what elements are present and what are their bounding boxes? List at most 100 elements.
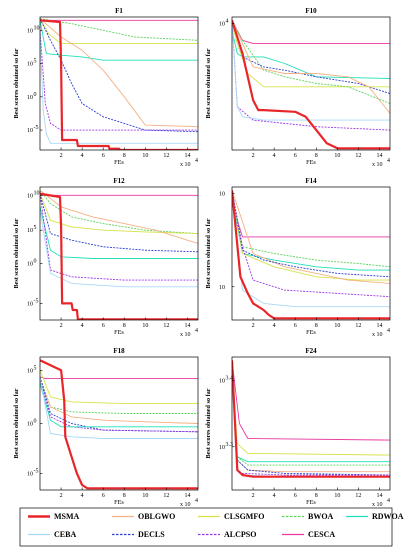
y-tick-label: 10 [27, 368, 33, 374]
x-tick-label: 2 [60, 153, 63, 159]
series-line-bwoa [232, 190, 390, 268]
y-axis-label: Best scores obtained so far [13, 388, 20, 458]
y-tick-label: 10 [27, 28, 33, 34]
x-tick-label: 10 [334, 153, 340, 159]
x-tick-label: 8 [315, 153, 318, 159]
legend-label: ALCPSO [224, 530, 256, 539]
legend-label: CEBA [54, 530, 76, 539]
x-tick-label: 10 [142, 153, 148, 159]
x-tick-label: 12 [163, 493, 169, 499]
x-tick-label: 14 [184, 153, 190, 159]
legend-label: CLSGMFO [224, 512, 264, 521]
x-tick-label: 6 [294, 153, 297, 159]
y-tick-label: 10 [219, 445, 225, 451]
x-multiplier: x 10 [372, 162, 383, 168]
series-line-alcpso [40, 193, 198, 281]
series-line-cesca [232, 203, 390, 238]
series-line-clsgmfo [40, 193, 198, 235]
x-tick-label: 10 [334, 493, 340, 499]
series-line-msma [40, 19, 198, 150]
y-tick-label: 10 [219, 378, 225, 384]
x-multiplier-exponent: 4 [195, 498, 198, 504]
y-tick-exponent: 3.4 [226, 375, 234, 381]
y-tick-label: 10 [27, 95, 33, 101]
y-tick-exponent: 0 [34, 92, 37, 98]
series-line-cesca [40, 376, 198, 380]
series-line-msma [232, 360, 390, 478]
x-axis-label: FEs [306, 499, 316, 506]
x-multiplier: x 10 [180, 502, 191, 508]
panel-title: F14 [305, 177, 317, 185]
x-tick-label: 14 [376, 493, 382, 499]
x-tick-label: 6 [102, 323, 105, 329]
x-tick-label: 14 [376, 323, 382, 329]
y-tick-exponent: -5 [34, 125, 39, 131]
legend-label: CESCA [308, 530, 335, 539]
x-tick-label: 8 [123, 153, 126, 159]
series-line-oblgwo [40, 189, 198, 244]
y-tick-exponent: -5 [34, 298, 39, 304]
series-line-rdwoa [232, 376, 390, 463]
x-tick-label: 4 [81, 493, 84, 499]
x-tick-label: 4 [273, 323, 276, 329]
series-line-rdwoa [40, 20, 198, 61]
y-tick-label: 10 [27, 301, 33, 307]
panel-title: F10 [305, 7, 317, 15]
legend-item-decls: DECLS [112, 530, 165, 539]
legend-box [19, 507, 393, 547]
y-axis-label: Best scores obtained so far [13, 48, 20, 118]
series-line-ceba [40, 33, 198, 144]
x-tick-label: 12 [355, 323, 361, 329]
series-line-msma [40, 192, 198, 320]
x-tick-label: 4 [273, 493, 276, 499]
legend-item-clsgmfo: CLSGMFO [198, 512, 264, 521]
x-tick-label: 4 [81, 153, 84, 159]
series-line-clsgmfo [232, 23, 390, 88]
y-axis-label: Best scores obtained so far [205, 218, 212, 288]
x-multiplier-exponent: 4 [387, 158, 390, 164]
panel-title: F18 [113, 347, 125, 355]
x-axis-label: FEs [114, 329, 124, 336]
x-tick-label: 10 [142, 493, 148, 499]
x-multiplier: x 10 [372, 502, 383, 508]
y-tick-label: 10 [219, 22, 225, 28]
series-line-clsgmfo [232, 370, 390, 456]
series-line-bwoa [232, 370, 390, 466]
series-line-rdwoa [40, 383, 198, 428]
x-multiplier-exponent: 4 [195, 158, 198, 164]
y-tick-exponent: 0 [34, 258, 37, 264]
x-tick-label: 2 [252, 493, 255, 499]
series-line-alcpso [232, 373, 390, 476]
y-tick-label: 10 [27, 193, 33, 199]
x-tick-label: 2 [60, 493, 63, 499]
series-line-oblgwo [40, 380, 198, 424]
y-axis-label: Best scores obtained so far [13, 218, 20, 288]
series-line-cesca [232, 360, 390, 441]
y-tick-label: 10 [27, 62, 33, 68]
x-tick-label: 12 [355, 493, 361, 499]
axes-box [231, 186, 391, 321]
axes-box [39, 186, 199, 321]
x-multiplier: x 10 [180, 332, 191, 338]
axes-box [231, 356, 391, 491]
y-tick-exponent: 10 [34, 190, 40, 196]
x-axis-label: FEs [306, 159, 316, 166]
y-tick-label: 10 [219, 192, 225, 198]
legend-label: BWOA [308, 512, 334, 521]
series-line-ceba [232, 193, 390, 308]
y-tick-label: 10 [27, 128, 33, 134]
x-multiplier: x 10 [180, 162, 191, 168]
series-line-oblgwo [232, 20, 390, 114]
series-line-bwoa [40, 18, 198, 41]
x-tick-label: 14 [184, 493, 190, 499]
x-tick-label: 14 [376, 153, 382, 159]
series-line-bwoa [232, 20, 390, 104]
x-axis-label: FEs [306, 329, 316, 336]
x-tick-label: 12 [163, 153, 169, 159]
x-multiplier-exponent: 4 [195, 328, 198, 334]
x-tick-label: 6 [294, 493, 297, 499]
